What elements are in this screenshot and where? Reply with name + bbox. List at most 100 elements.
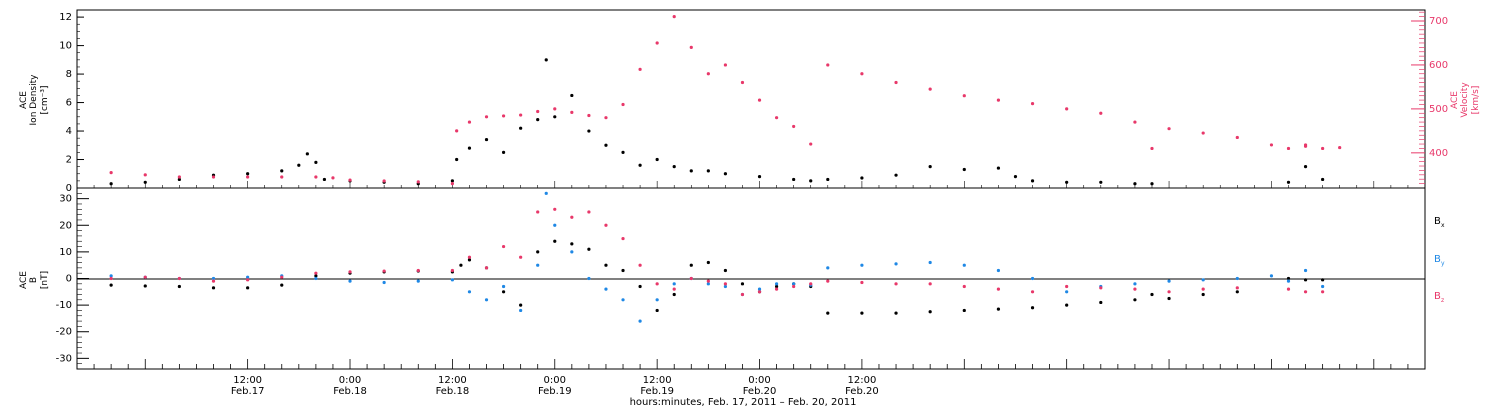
by-point — [723, 284, 728, 289]
velocity-point — [672, 14, 676, 19]
ion-density-point — [305, 152, 309, 156]
by-point — [109, 274, 113, 278]
bz-point — [740, 292, 745, 297]
ion-density-point — [109, 182, 113, 186]
bz-point — [809, 282, 813, 286]
ion-density-point — [570, 93, 574, 98]
x-tick-time-label: 0:00 — [339, 375, 361, 386]
ion-density-point — [322, 177, 327, 182]
bz-point — [1167, 290, 1171, 294]
ion-density-point — [143, 180, 147, 184]
bottom-left-ylabel-line1: ACE — [19, 271, 29, 289]
ion-density-point — [297, 163, 301, 167]
velocity-point — [1167, 127, 1171, 131]
velocity-point — [314, 175, 318, 179]
bz-point — [416, 268, 420, 273]
ion-density-point — [501, 150, 506, 154]
velocity-point — [1150, 146, 1154, 151]
bx-point — [587, 247, 591, 251]
ion-density-point — [1013, 175, 1018, 179]
ion-density-point — [467, 146, 472, 150]
bottom-ytick-label: 20 — [59, 220, 72, 231]
bx-point — [314, 274, 318, 278]
bx-point — [536, 250, 540, 254]
velocity-point — [1201, 131, 1205, 135]
x-tick-date-label: Feb.20 — [845, 386, 879, 397]
velocity-point — [1286, 146, 1291, 151]
bz-point — [109, 276, 113, 281]
top-left-ytick-label: 10 — [59, 41, 72, 52]
velocity-point — [894, 80, 898, 85]
bx-point — [459, 263, 463, 267]
legend-bx-sub: x — [1441, 222, 1445, 229]
by-point — [655, 298, 659, 302]
legend-bx: B x — [1434, 216, 1445, 229]
top-right-ytick-label: 600 — [1429, 60, 1448, 71]
top-right-ytick-label: 700 — [1429, 16, 1448, 27]
ion-density-point — [928, 165, 932, 169]
top-left-ylabel-line2: Ion Density — [29, 74, 39, 126]
bx-point — [1065, 303, 1069, 307]
top-left-ytick-label: 2 — [66, 155, 72, 166]
ion-density-point — [280, 169, 284, 173]
by-point — [1269, 274, 1274, 278]
velocity-point — [553, 107, 557, 111]
bx-point — [1167, 296, 1171, 301]
bz-point — [348, 270, 352, 274]
bz-point — [672, 287, 676, 291]
bz-point — [1201, 287, 1205, 291]
by-point — [621, 298, 625, 302]
by-point — [792, 282, 796, 286]
bx-point — [655, 308, 659, 313]
velocity-point — [536, 109, 540, 114]
by-point — [604, 287, 608, 291]
bx-point — [672, 292, 676, 297]
bx-point — [1235, 290, 1239, 294]
legend-by: B y — [1434, 254, 1445, 267]
velocity-point — [177, 175, 181, 179]
bx-point — [109, 283, 113, 287]
bz-point — [314, 271, 318, 275]
top-left-ytick-label: 0 — [66, 183, 72, 194]
legend-bx-label: B — [1434, 216, 1441, 227]
ion-density-point — [809, 179, 813, 183]
x-tick-time-label: 12:00 — [233, 375, 262, 386]
ion-density-point — [450, 179, 454, 183]
velocity-point — [638, 67, 642, 71]
velocity-point — [143, 173, 147, 177]
ion-density-point — [536, 118, 540, 122]
bx-point — [553, 239, 557, 243]
bz-point — [1065, 284, 1069, 289]
ion-density-point — [792, 177, 796, 182]
ion-density-point — [655, 157, 659, 162]
velocity-point — [416, 180, 420, 184]
bx-point — [706, 260, 710, 265]
x-tick-date-label: Feb.18 — [333, 386, 367, 397]
bx-point — [689, 263, 693, 267]
by-point — [536, 263, 540, 267]
top-left-ytick-label: 8 — [66, 69, 72, 80]
bz-point — [211, 279, 216, 283]
ion-density-point — [1303, 165, 1308, 169]
bx-point — [1099, 300, 1103, 305]
bz-point — [723, 282, 728, 286]
top-left-ylabel: ACE Ion Density [cm⁻³] — [19, 74, 50, 126]
top-right-ytick-label: 500 — [1429, 104, 1448, 115]
legend-bz-sub: z — [1441, 297, 1444, 304]
top-right-ylabel: ACE Velocity [km/s] — [1450, 82, 1481, 118]
top-right-ylabel-line3: [km/s] — [1471, 86, 1481, 115]
by-point — [484, 298, 489, 302]
bz-point — [143, 275, 147, 279]
bx-point — [774, 284, 779, 289]
bz-point — [1303, 290, 1308, 294]
bottom-left-ylabel-line3: [nT] — [40, 271, 50, 289]
x-tick-time-label: 0:00 — [748, 375, 770, 386]
velocity-point — [860, 72, 864, 76]
bx-point — [638, 284, 642, 289]
ion-density-point — [553, 115, 557, 119]
velocity-point — [246, 175, 250, 179]
by-point — [211, 276, 216, 281]
bx-point — [996, 307, 1001, 311]
top-panel-frame — [76, 9, 1426, 189]
bz-point — [638, 263, 642, 267]
